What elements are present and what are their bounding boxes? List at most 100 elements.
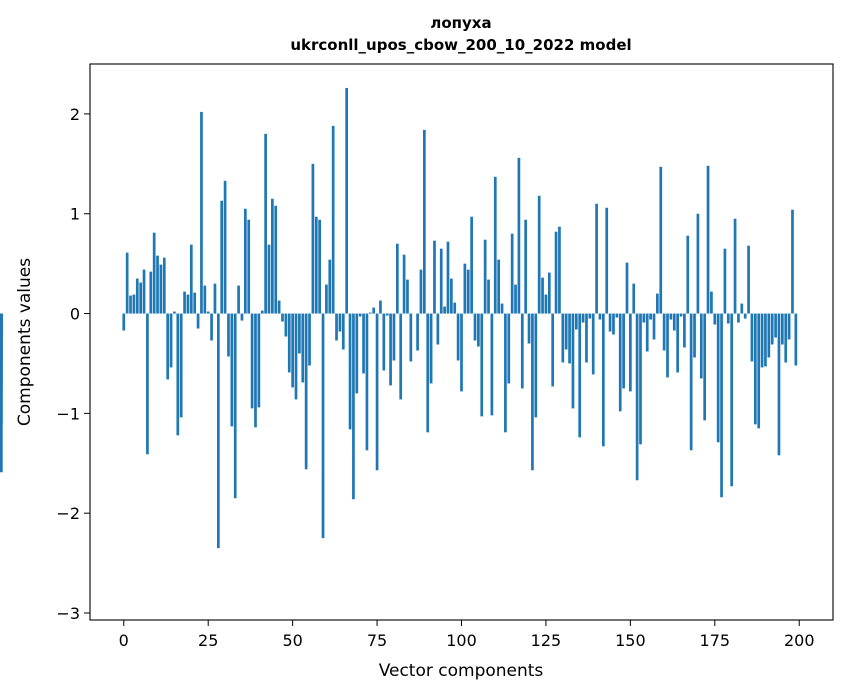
bar <box>541 277 544 314</box>
bar <box>649 313 652 320</box>
bar <box>244 208 247 314</box>
bar <box>720 313 723 498</box>
bar <box>230 313 234 427</box>
y-tick-label: −1 <box>56 404 80 423</box>
x-tick-label: 0 <box>119 631 129 650</box>
bar <box>277 300 281 314</box>
bar <box>460 313 463 392</box>
x-tick-label: 125 <box>531 631 562 650</box>
bar <box>206 311 210 314</box>
bar <box>223 180 227 314</box>
bar <box>696 213 700 314</box>
bar <box>426 313 430 433</box>
bar <box>314 216 318 314</box>
bar <box>149 271 153 314</box>
bar <box>642 313 646 323</box>
bar <box>294 313 298 400</box>
bar <box>656 293 659 314</box>
bar <box>747 245 750 314</box>
bar <box>389 313 392 386</box>
bar <box>135 278 139 314</box>
bar <box>216 313 220 549</box>
bar <box>254 313 257 428</box>
bar <box>524 219 528 314</box>
bar <box>379 300 382 314</box>
bar <box>473 313 477 341</box>
bar <box>780 313 784 345</box>
bar <box>568 313 571 364</box>
bar <box>406 279 409 314</box>
bar <box>375 313 379 471</box>
bar <box>321 313 325 539</box>
bar <box>264 133 267 314</box>
bar <box>436 313 440 345</box>
bar <box>210 313 213 341</box>
bar <box>267 244 271 314</box>
bar <box>355 313 359 394</box>
bar <box>730 313 734 487</box>
bar <box>672 313 676 331</box>
bar <box>787 313 791 340</box>
bar <box>122 313 126 331</box>
x-tick-label: 75 <box>367 631 387 650</box>
bar <box>774 313 777 338</box>
bar <box>402 254 406 314</box>
bar <box>561 313 565 363</box>
bar <box>666 313 669 378</box>
bar <box>706 165 710 314</box>
bar <box>250 313 254 409</box>
bar <box>622 313 625 389</box>
bar <box>385 313 389 316</box>
x-tick-label: 200 <box>784 631 815 650</box>
bar <box>325 284 328 314</box>
bar <box>439 248 443 314</box>
bar <box>483 239 487 314</box>
bar <box>625 262 629 314</box>
bar <box>166 313 170 380</box>
bar <box>531 313 534 471</box>
bar <box>605 207 609 314</box>
bar <box>764 313 767 367</box>
y-tick-label: 1 <box>70 205 80 224</box>
bar <box>487 279 490 314</box>
bar <box>345 87 349 314</box>
bar <box>733 218 737 314</box>
bar <box>470 216 473 314</box>
y-tick-label: 2 <box>70 105 80 124</box>
bar <box>767 313 771 358</box>
bar <box>578 313 582 438</box>
bar <box>156 255 159 314</box>
bar <box>173 311 176 314</box>
bar <box>686 235 690 314</box>
bar <box>362 313 365 374</box>
bar <box>287 313 291 373</box>
bar <box>358 313 362 317</box>
bar <box>423 129 426 314</box>
y-axis-ticks: −3 −2 −1 0 1 2 <box>56 105 90 623</box>
bar <box>527 313 531 344</box>
bar <box>146 313 149 455</box>
bar <box>564 313 568 350</box>
bar <box>200 111 203 314</box>
bar <box>189 244 193 314</box>
bar <box>308 313 311 366</box>
bar <box>429 313 433 384</box>
bar <box>382 313 386 371</box>
bar <box>203 285 207 314</box>
bar <box>446 241 450 314</box>
bar <box>750 313 754 362</box>
bar <box>595 203 598 314</box>
bar <box>129 295 132 314</box>
x-tick-label: 100 <box>446 631 477 650</box>
bar <box>409 313 413 362</box>
bar <box>301 313 305 383</box>
bar <box>723 248 727 314</box>
bar <box>311 163 315 314</box>
bar <box>683 313 686 348</box>
bar <box>726 313 730 324</box>
bar <box>162 257 166 314</box>
x-axis-label: Vector components <box>379 661 544 681</box>
bar <box>240 313 244 321</box>
bar <box>125 252 129 314</box>
bar <box>335 313 338 341</box>
